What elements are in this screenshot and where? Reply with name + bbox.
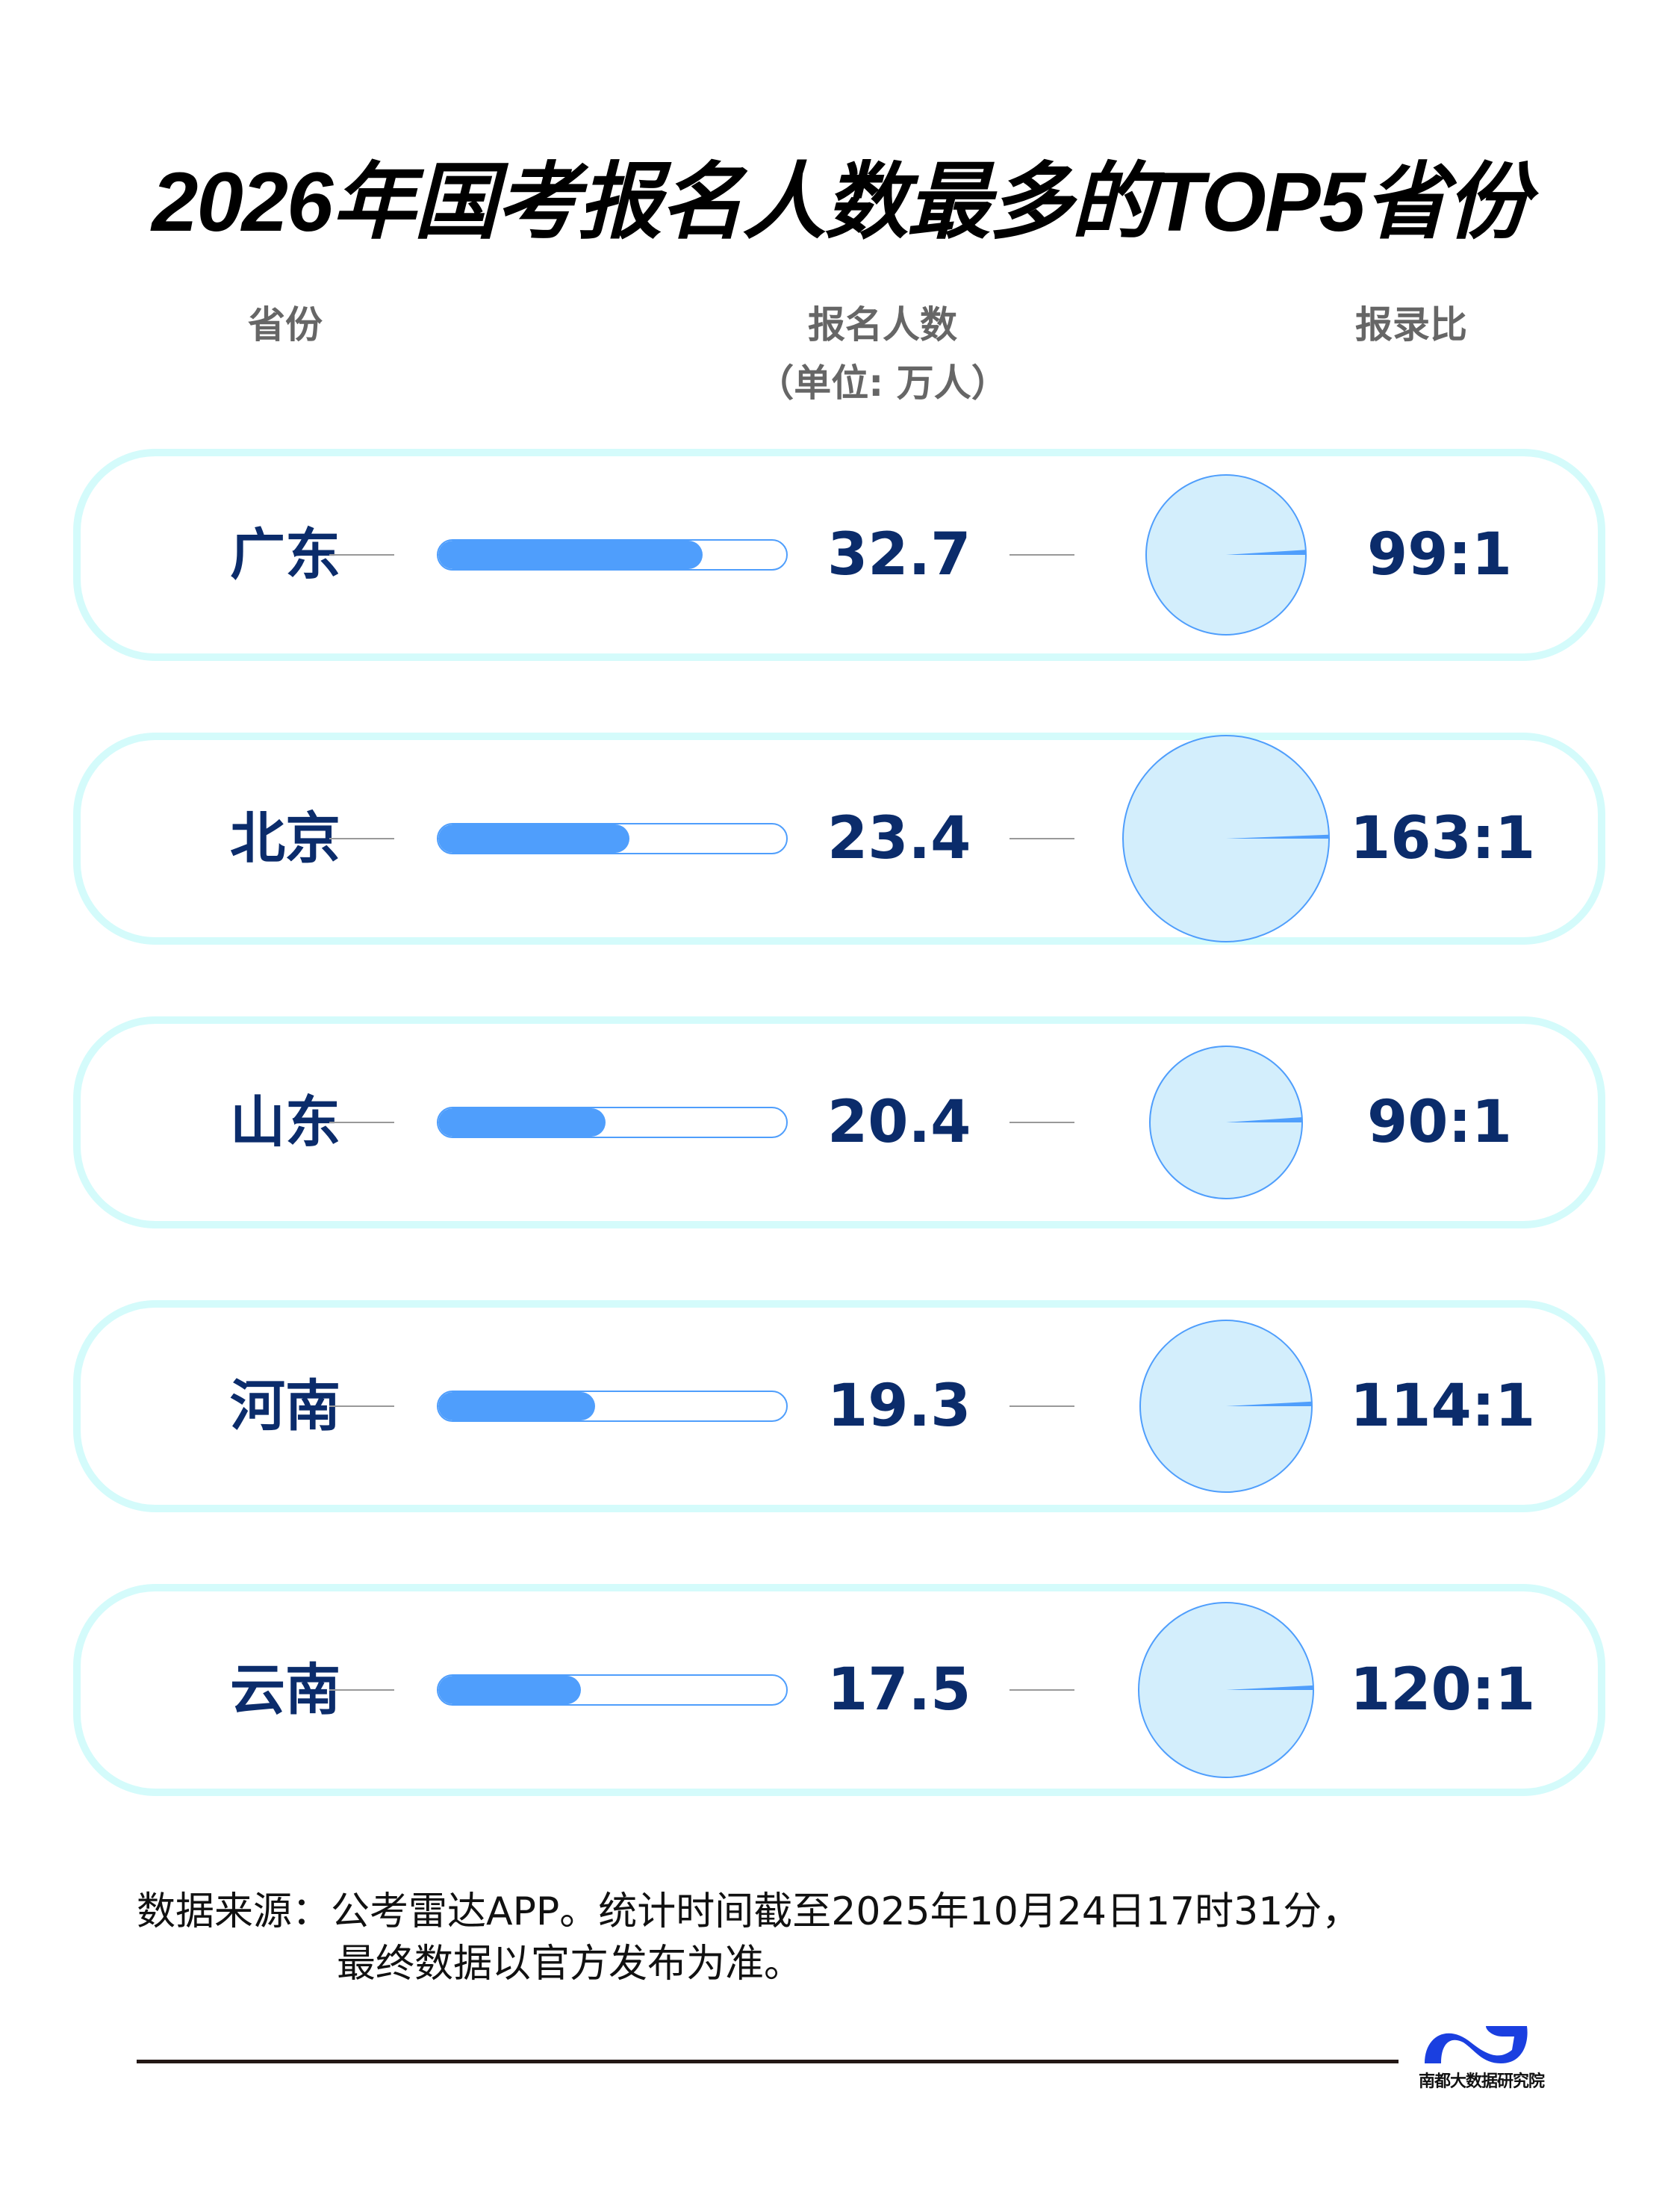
header-applicants-label: 报名人数 [808, 303, 957, 347]
connector-line [1009, 1405, 1074, 1407]
connector-line [1009, 554, 1074, 556]
applicants-value: 32.7 [827, 521, 971, 588]
province-name: 河南 [230, 1374, 340, 1438]
province-row: 广东 32.7 99:1 [73, 449, 1605, 661]
header-province: 省份 [248, 303, 323, 347]
ratio-pie-icon [1138, 1602, 1314, 1778]
connector-line [329, 1689, 394, 1691]
province-name: 北京 [230, 807, 340, 871]
province-row: 山东 20.4 90:1 [73, 1016, 1605, 1228]
source-line-1: 数据来源：公考雷达APP。统计时间截至2025年10月24日17时31分， [137, 1889, 1361, 1934]
applicants-bar [437, 539, 788, 571]
province-name: 云南 [230, 1658, 340, 1722]
source-line-2: 最终数据以官方发布为准。 [337, 1942, 803, 1986]
ratio-value: 99:1 [1366, 521, 1512, 588]
connector-line [1009, 838, 1074, 839]
applicants-value: 20.4 [827, 1089, 971, 1156]
applicants-bar [437, 823, 788, 854]
applicants-bar [437, 1674, 788, 1706]
applicants-value: 17.5 [827, 1656, 971, 1724]
province-row: 北京 23.4 163:1 [73, 733, 1605, 945]
applicants-bar-fill [438, 1392, 595, 1420]
connector-line [1009, 1689, 1074, 1691]
applicants-bar-fill [438, 541, 703, 569]
ratio-value: 163:1 [1350, 805, 1536, 872]
ratio-pie-icon [1145, 474, 1307, 636]
province-name: 广东 [230, 523, 340, 587]
ratio-pie-icon [1139, 1320, 1313, 1493]
connector-line [329, 1405, 394, 1407]
header-applicants-unit: （单位: 万人） [756, 361, 1009, 405]
ratio-value: 90:1 [1366, 1089, 1512, 1156]
applicants-bar [437, 1107, 788, 1138]
ratio-pie-icon [1149, 1046, 1303, 1199]
source-note: 数据来源：公考雷达APP。统计时间截至2025年10月24日17时31分， 最终… [137, 1886, 1360, 1990]
header-applicants: 报名人数 （单位: 万人） [733, 295, 1032, 407]
ratio-value: 120:1 [1350, 1656, 1536, 1724]
connector-line [329, 554, 394, 556]
wave-logo-icon [1425, 2026, 1528, 2063]
footer-divider [137, 2060, 1399, 2063]
province-row: 河南 19.3 114:1 [73, 1300, 1605, 1512]
applicants-value: 19.3 [827, 1373, 971, 1440]
applicants-bar-fill [438, 824, 630, 853]
applicants-bar-fill [438, 1676, 582, 1704]
applicants-bar-fill [438, 1108, 606, 1137]
connector-line [1009, 1122, 1074, 1123]
connector-line [329, 838, 394, 839]
ratio-value: 114:1 [1350, 1373, 1536, 1440]
province-row: 云南 17.5 120:1 [73, 1584, 1605, 1796]
ratio-pie-icon [1122, 735, 1330, 942]
applicants-bar [437, 1391, 788, 1422]
connector-line [329, 1122, 394, 1123]
logo-text: 南都大数据研究院 [1419, 2072, 1545, 2091]
logo: 南都大数据研究院 [1419, 2020, 1553, 2092]
header-ratio: 报录比 [1355, 303, 1467, 347]
applicants-value: 23.4 [827, 805, 971, 872]
page-title: 2026年国考报名人数最多的TOP5省份 [152, 155, 1530, 249]
province-name: 山东 [230, 1090, 340, 1155]
